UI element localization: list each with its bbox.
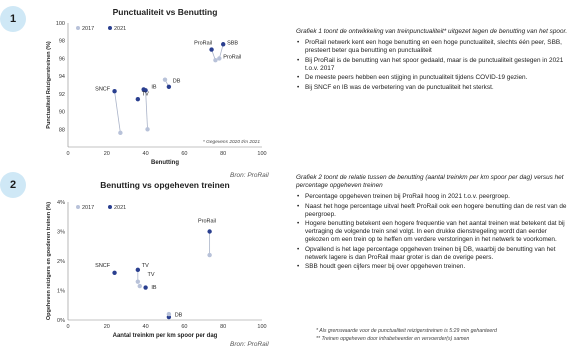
- x-tick-label: 80: [220, 151, 226, 157]
- trend-arrow: [114, 91, 121, 133]
- point-label: TV: [142, 92, 149, 98]
- x-tick-label: 0: [66, 324, 69, 330]
- point-label: IB: [151, 285, 157, 291]
- scatter-chart-cancellations: 0 20 40 60 80 100 0% 1% 2% 3% 4% Aantal treinkm per…: [46, 200, 267, 339]
- data-point-db: [162, 77, 168, 82]
- data-point-tv: [141, 87, 146, 92]
- analysis-text-2: Grafiek 2 toont de relatie tussen de ben…: [296, 174, 568, 273]
- point-label: TV: [148, 272, 155, 278]
- data-point-ib: [143, 285, 148, 290]
- point-label: ProRail: [223, 54, 241, 60]
- data-point-sncf: [118, 130, 123, 136]
- bullet-item: SBB houdt geen cijfers meer bij over opg…: [296, 263, 568, 271]
- data-point-sbb: [221, 42, 226, 47]
- chart-title: Benutting vs opgeheven treinen: [100, 180, 230, 190]
- data-point-sncf: [112, 270, 117, 275]
- data-point-tv: [135, 96, 141, 102]
- bullet-item: ProRail netwerk kent een hoge benutting …: [296, 39, 568, 55]
- x-tick-label: 20: [104, 151, 110, 157]
- bullet-item: Bij SNCF en IB was de verbetering van de…: [296, 84, 568, 92]
- bullet-list: Percentage opgeheven treinen bij ProRail…: [296, 193, 568, 271]
- x-tick-label: 100: [257, 324, 266, 330]
- legend-label: 2017: [82, 205, 94, 211]
- intro-text: Grafiek 1 toont de ontwikkeling van trei…: [296, 28, 568, 35]
- x-axis-label: Benutting: [151, 160, 179, 166]
- y-axis-label: Punctualiteit Reizigerstreinen (%): [46, 41, 52, 129]
- data-point-prorail: [209, 47, 214, 52]
- point-label: SBB: [227, 40, 238, 46]
- data-point-db: [166, 84, 172, 89]
- y-tick-label: 4%: [57, 200, 65, 206]
- point-label: ProRail: [198, 219, 216, 225]
- data-point-prorail: [207, 252, 212, 258]
- y-tick-label: 92: [59, 92, 65, 98]
- point-label: DB: [173, 78, 181, 84]
- data-point-db: [166, 311, 172, 317]
- point-label: SNCF: [95, 263, 111, 269]
- x-axis-label: Aantal treinkm per km spoor per dag: [113, 333, 218, 339]
- y-tick-label: 2%: [57, 259, 65, 265]
- bullet-item: Naast het hoge percentage uitval heeft P…: [296, 203, 568, 219]
- chart-annotation: * Gegevens 2020 t/m 2021: [203, 139, 260, 145]
- x-tick-label: 80: [220, 324, 226, 330]
- trend-arrow: [218, 44, 224, 59]
- data-point-ib: [137, 283, 142, 289]
- x-tick-label: 60: [181, 324, 187, 330]
- bullet-item: Opvallend is het lage percentage opgehev…: [296, 246, 568, 262]
- legend-marker: [76, 26, 80, 30]
- scatter-chart-punctuality: 0 20 40 60 80 100 88 90 92 94 96 98 100 Benutting Punc…: [46, 21, 267, 166]
- data-point-prorail: [213, 58, 218, 63]
- y-tick-label: 1%: [57, 289, 65, 295]
- data-point-ib: [145, 127, 150, 132]
- y-tick-label: 100: [56, 21, 65, 27]
- section-number-badge: 2: [0, 172, 26, 198]
- legend-marker: [76, 205, 80, 209]
- point-label: DB: [175, 312, 183, 318]
- analysis-text-1: Grafiek 1 toont de ontwikkeling van trei…: [296, 28, 568, 93]
- point-label: ProRail: [194, 40, 212, 46]
- bullet-item: De meeste peers hebben een stijging in p…: [296, 74, 568, 82]
- y-tick-label: 90: [59, 110, 65, 116]
- data-point-sncf: [112, 89, 117, 94]
- chart-title: Punctualiteit vs Benutting: [112, 7, 218, 17]
- footnote: * Als grenswaarde voor de punctualiteit …: [316, 328, 497, 334]
- data-point-tv: [135, 279, 141, 284]
- point-label: IB: [151, 85, 157, 91]
- data-point-prorail: [207, 229, 212, 234]
- section-number-badge: 1: [0, 6, 26, 32]
- bullet-item: Bij ProRail is de benutting van het spoo…: [296, 57, 568, 73]
- footnotes: * Als grenswaarde voor de punctualiteit …: [316, 328, 568, 343]
- y-tick-label: 0%: [57, 318, 65, 324]
- intro-text: Grafiek 2 toont de relatie tussen de ben…: [296, 174, 564, 189]
- bullet-item: Hogere benutting betekent een hogere fre…: [296, 220, 568, 244]
- y-tick-label: 94: [59, 74, 65, 80]
- y-tick-label: 88: [59, 127, 65, 133]
- y-tick-label: 96: [59, 56, 65, 62]
- legend-label: 2021: [114, 26, 126, 32]
- data-point-sbb: [217, 56, 222, 61]
- data-point-tv: [135, 267, 141, 273]
- legend-label: 2017: [82, 26, 94, 32]
- x-tick-label: 40: [143, 151, 149, 157]
- y-tick-label: 3%: [57, 230, 65, 236]
- y-axis-label: Opgeheven reizigers en goederen treinen …: [46, 202, 52, 320]
- trend-arrow: [145, 90, 148, 130]
- bullet-item: Percentage opgeheven treinen bij ProRail…: [296, 193, 568, 201]
- x-tick-label: 60: [181, 151, 187, 157]
- source-note: Bron: ProRail: [230, 341, 269, 348]
- x-tick-label: 100: [257, 151, 266, 157]
- footnote: ** Treinen opgeheven door infrabeheerder…: [316, 335, 470, 342]
- bullet-list: ProRail netwerk kent een hoge benutting …: [296, 39, 568, 92]
- x-tick-label: 0: [66, 151, 69, 157]
- legend-label: 2021: [114, 205, 126, 211]
- y-tick-label: 98: [59, 39, 65, 45]
- x-tick-label: 20: [104, 324, 110, 330]
- point-label: SNCF: [95, 86, 111, 92]
- legend-marker: [108, 26, 112, 30]
- legend-marker: [108, 205, 112, 209]
- source-note: Bron: ProRail: [230, 172, 269, 179]
- x-tick-label: 40: [143, 324, 149, 330]
- point-label: TV: [142, 263, 149, 269]
